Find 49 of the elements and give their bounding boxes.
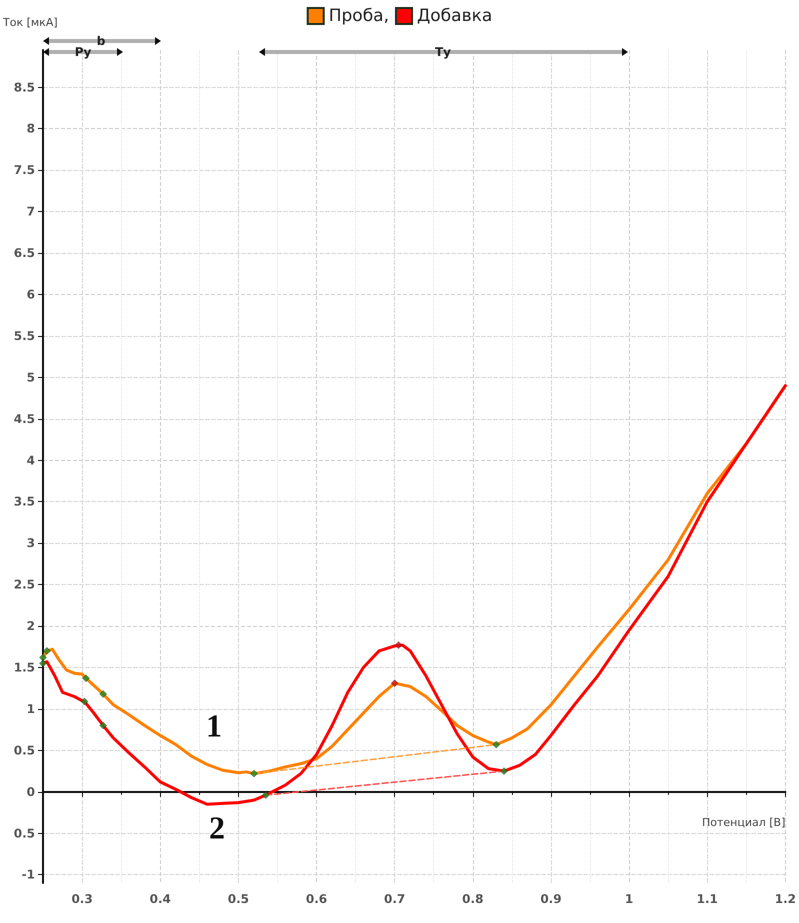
point xyxy=(390,679,398,687)
y-tick-label: 8.5 xyxy=(14,80,35,94)
y-tick-label: 5.5 xyxy=(14,328,35,343)
point xyxy=(394,641,402,649)
y-tick-label: 0.5 xyxy=(14,826,35,840)
point xyxy=(99,690,107,698)
y-tick-label: 1 xyxy=(26,702,35,716)
point xyxy=(39,660,47,668)
x-tick-label: 1.2 xyxy=(774,892,796,906)
point xyxy=(492,740,500,748)
y-tick-label: -1 xyxy=(22,868,35,882)
y-tick-label: 3 xyxy=(26,536,35,550)
annotation: 2 xyxy=(209,810,225,846)
y-tick-label: 2 xyxy=(26,619,35,634)
point xyxy=(39,654,47,662)
y-tick-label: 7.5 xyxy=(14,163,35,178)
x-tick-label: 0.5 xyxy=(228,892,249,906)
x-tick-label: 0.6 xyxy=(306,892,328,906)
y-tick-label: 7 xyxy=(26,204,35,219)
x-tick-label: 0.8 xyxy=(462,892,484,906)
y-tick-label: 0.5 xyxy=(14,743,35,758)
point xyxy=(500,767,508,775)
x-axis-title: Потенциал [В] xyxy=(702,816,786,829)
x-tick-label: 0.7 xyxy=(384,892,406,906)
y-tick-label: 4 xyxy=(26,453,35,468)
y-tick-label: 5 xyxy=(26,370,35,384)
y-tick-label: 8 xyxy=(26,122,35,136)
x-tick-label: 0.4 xyxy=(150,892,171,906)
y-tick-label: 6.5 xyxy=(14,246,35,260)
y-axis-title: Ток [мкА] xyxy=(2,16,58,29)
y-tick-label: 6 xyxy=(26,288,35,302)
y-tick-label: 1.5 xyxy=(14,660,35,674)
x-tick-label: 1 xyxy=(624,892,634,906)
x-tick-label: 1.1 xyxy=(696,892,718,906)
y-tick-label: 2.5 xyxy=(14,578,35,592)
point xyxy=(43,647,51,655)
annotation: 1 xyxy=(206,708,222,744)
y-tick-label: 3.5 xyxy=(14,494,35,509)
x-tick-label: 0.3 xyxy=(71,892,93,906)
y-tick-label: 0 xyxy=(26,784,35,799)
legend-label: Проба, xyxy=(328,6,389,26)
point xyxy=(99,722,107,730)
point xyxy=(262,791,270,799)
point xyxy=(250,770,258,778)
x-tick-label: 0.9 xyxy=(540,892,562,906)
point xyxy=(80,698,88,706)
y-tick-label: 4.5 xyxy=(14,412,35,426)
point xyxy=(82,674,90,682)
legend-label: Добавка xyxy=(416,6,492,26)
